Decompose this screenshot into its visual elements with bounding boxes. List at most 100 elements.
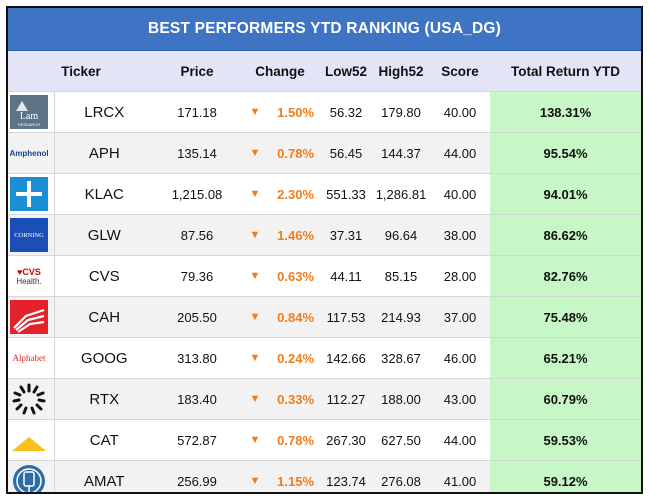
logo-cell: Alphabet — [8, 337, 55, 379]
total-return-cell: 65.21% — [490, 337, 641, 379]
logo-cell — [8, 419, 55, 461]
score-cell: 44.00 — [430, 132, 491, 174]
kla-logo — [10, 177, 48, 211]
price-cell: 135.14 — [154, 132, 240, 174]
rtx-logo — [10, 382, 48, 416]
lam-logo-subtext: RESEARCH — [17, 121, 41, 127]
cardinal-health-logo — [10, 300, 48, 334]
low52-cell: 56.45 — [320, 132, 373, 174]
score-cell: 40.00 — [430, 91, 491, 133]
down-arrow-icon: ▼ — [240, 255, 270, 297]
total-return-cell: 59.53% — [490, 419, 641, 461]
total-return-cell: 138.31% — [490, 91, 641, 133]
rtx-burst-icon — [12, 383, 46, 415]
high52-cell: 188.00 — [372, 378, 431, 420]
total-return-cell: 75.48% — [490, 296, 641, 338]
table-row[interactable]: CAT 572.87 ▼ 0.78% 267.30 627.50 44.00 5… — [8, 419, 641, 461]
low52-cell: 112.27 — [320, 378, 373, 420]
price-cell: 572.87 — [154, 419, 240, 461]
high52-cell: 214.93 — [372, 296, 431, 338]
change-cell: 0.78% — [270, 419, 321, 461]
down-arrow-icon: ▼ — [240, 419, 270, 461]
header-change[interactable]: Change — [240, 51, 321, 92]
price-cell: 87.56 — [154, 214, 240, 256]
high52-cell: 328.67 — [372, 337, 431, 379]
price-cell: 256.99 — [154, 460, 240, 492]
header-price[interactable]: Price — [154, 51, 240, 92]
ticker-cell[interactable]: GLW — [54, 214, 154, 256]
change-cell: 2.30% — [270, 173, 321, 215]
price-cell: 183.40 — [154, 378, 240, 420]
change-cell: 0.33% — [270, 378, 321, 420]
high52-cell: 276.08 — [372, 460, 431, 492]
table-row[interactable]: Amphenol APH 135.14 ▼ 0.78% 56.45 144.37… — [8, 132, 641, 174]
ranking-table-frame: BEST PERFORMERS YTD RANKING (USA_DG) Tic… — [6, 6, 643, 494]
ticker-cell[interactable]: AMAT — [54, 460, 154, 492]
change-cell: 0.24% — [270, 337, 321, 379]
ticker-cell[interactable]: APH — [54, 132, 154, 174]
ticker-cell[interactable]: CAT — [54, 419, 154, 461]
cvs-logo-text: CVS — [22, 266, 41, 277]
total-return-cell: 60.79% — [490, 378, 641, 420]
table-row[interactable]: Lam RESEARCH LRCX 171.18 ▼ 1.50% 56.32 1… — [8, 91, 641, 133]
change-cell: 0.84% — [270, 296, 321, 338]
heart-icon: ♥ — [17, 266, 23, 277]
cvs-logo-subtext: Health. — [16, 276, 42, 286]
total-return-cell: 59.12% — [490, 460, 641, 492]
low52-cell: 44.11 — [320, 255, 373, 297]
change-cell: 0.78% — [270, 132, 321, 174]
low52-cell: 142.66 — [320, 337, 373, 379]
score-cell: 44.00 — [430, 419, 491, 461]
low52-cell: 551.33 — [320, 173, 373, 215]
ticker-cell[interactable]: GOOG — [54, 337, 154, 379]
score-cell: 28.00 — [430, 255, 491, 297]
high52-cell: 144.37 — [372, 132, 431, 174]
table-title: BEST PERFORMERS YTD RANKING (USA_DG) — [8, 8, 641, 51]
logo-cell — [8, 378, 55, 420]
table-row[interactable]: RTX 183.40 ▼ 0.33% 112.27 188.00 43.00 6… — [8, 378, 641, 420]
price-cell: 79.36 — [154, 255, 240, 297]
table-row[interactable]: Alphabet GOOG 313.80 ▼ 0.24% 142.66 328.… — [8, 337, 641, 379]
table-row[interactable]: CORNING GLW 87.56 ▼ 1.46% 37.31 96.64 38… — [8, 214, 641, 256]
low52-cell: 37.31 — [320, 214, 373, 256]
alphabet-logo-text: Alphabet — [12, 353, 46, 363]
ticker-cell[interactable]: LRCX — [54, 91, 154, 133]
logo-cell: CORNING — [8, 214, 55, 256]
down-arrow-icon: ▼ — [240, 173, 270, 215]
ticker-cell[interactable]: KLAC — [54, 173, 154, 215]
logo-cell — [8, 296, 55, 338]
low52-cell: 267.30 — [320, 419, 373, 461]
header-total-return[interactable]: Total Return YTD — [490, 51, 641, 92]
ticker-cell[interactable]: CVS — [54, 255, 154, 297]
high52-cell: 179.80 — [372, 91, 431, 133]
total-return-cell: 82.76% — [490, 255, 641, 297]
score-cell: 46.00 — [430, 337, 491, 379]
corning-logo: CORNING — [10, 218, 48, 252]
ticker-cell[interactable]: RTX — [54, 378, 154, 420]
lam-triangle-icon — [16, 100, 28, 111]
header-ticker[interactable]: Ticker — [8, 51, 154, 92]
cvs-logo-line: ♥CVS — [17, 267, 41, 277]
table-row[interactable]: ♥CVS Health. CVS 79.36 ▼ 0.63% 44.11 85.… — [8, 255, 641, 297]
logo-cell — [8, 173, 55, 215]
corning-logo-text: CORNING — [14, 231, 44, 239]
high52-cell: 85.15 — [372, 255, 431, 297]
change-cell: 0.63% — [270, 255, 321, 297]
down-arrow-icon: ▼ — [240, 460, 270, 492]
price-cell: 171.18 — [154, 91, 240, 133]
low52-cell: 117.53 — [320, 296, 373, 338]
down-arrow-icon: ▼ — [240, 378, 270, 420]
logo-cell: ♥CVS Health. — [8, 255, 55, 297]
header-low52[interactable]: Low52 — [320, 51, 373, 92]
table-row[interactable]: KLAC 1,215.08 ▼ 2.30% 551.33 1,286.81 40… — [8, 173, 641, 215]
table-row[interactable]: AMAT 256.99 ▼ 1.15% 123.74 276.08 41.00 … — [8, 460, 641, 492]
ticker-cell[interactable]: CAH — [54, 296, 154, 338]
caterpillar-logo — [10, 423, 48, 457]
kla-plus-icon — [16, 181, 42, 207]
header-high52[interactable]: High52 — [372, 51, 431, 92]
down-arrow-icon: ▼ — [240, 296, 270, 338]
lam-research-logo: Lam RESEARCH — [10, 95, 48, 129]
price-cell: 313.80 — [154, 337, 240, 379]
table-row[interactable]: CAH 205.50 ▼ 0.84% 117.53 214.93 37.00 7… — [8, 296, 641, 338]
header-score[interactable]: Score — [430, 51, 491, 92]
